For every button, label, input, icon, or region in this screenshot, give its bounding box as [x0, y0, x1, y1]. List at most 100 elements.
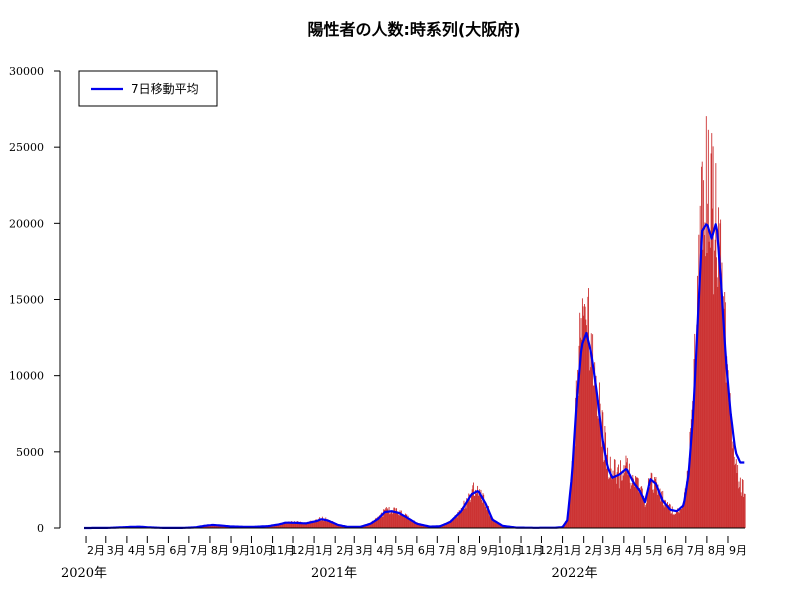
daily-bar: [634, 486, 636, 528]
daily-bar: [398, 514, 400, 528]
daily-bar: [390, 511, 392, 528]
daily-bar: [723, 308, 725, 528]
daily-bar: [412, 522, 414, 528]
daily-bar: [594, 362, 596, 528]
daily-bar: [617, 467, 619, 528]
daily-bar: [663, 507, 665, 528]
daily-bar: [404, 517, 406, 528]
daily-bar: [675, 511, 677, 528]
daily-bar: [301, 523, 303, 528]
daily-bar: [735, 459, 737, 528]
daily-bar: [684, 488, 686, 528]
daily-bar: [217, 525, 219, 528]
daily-bar: [466, 498, 468, 528]
daily-bar: [448, 523, 450, 528]
daily-bar: [300, 521, 302, 528]
daily-bar: [481, 502, 483, 528]
daily-bar: [275, 524, 277, 528]
daily-bar: [679, 507, 681, 528]
daily-bar: [659, 488, 661, 528]
daily-bar: [669, 504, 671, 528]
daily-bar: [294, 521, 295, 528]
daily-bar: [611, 479, 613, 528]
daily-bar: [736, 473, 738, 528]
daily-bar: [295, 522, 297, 528]
daily-bar: [582, 306, 584, 528]
daily-bar: [690, 419, 692, 528]
daily-bar: [483, 494, 485, 528]
daily-bar: [218, 525, 220, 528]
daily-bar: [652, 489, 653, 528]
daily-bar: [413, 520, 415, 528]
daily-bar: [377, 517, 378, 528]
x-tick-label: 7月: [687, 544, 705, 557]
daily-bar: [590, 333, 592, 528]
legend: 7日移動平均: [78, 70, 218, 107]
daily-bar: [368, 523, 370, 528]
daily-bar: [372, 520, 374, 528]
x-tick-label: 10月: [497, 544, 522, 557]
daily-bar: [498, 523, 500, 528]
daily-bar: [298, 523, 299, 528]
daily-bar: [741, 479, 743, 528]
daily-bar: [656, 482, 658, 528]
daily-bar: [671, 513, 673, 528]
daily-bar: [284, 523, 286, 528]
daily-bar: [681, 508, 683, 528]
daily-bar: [379, 515, 381, 528]
x-tick-label: 1月: [564, 544, 582, 557]
daily-bar: [320, 520, 322, 528]
daily-bar: [379, 517, 381, 528]
daily-bar: [650, 472, 652, 528]
daily-bar: [715, 163, 717, 528]
daily-bar: [465, 508, 467, 528]
daily-bar: [373, 522, 375, 528]
daily-bar: [631, 483, 633, 528]
daily-bar: [332, 521, 334, 528]
daily-bar: [300, 522, 302, 528]
daily-bar: [725, 382, 727, 528]
daily-bar: [419, 525, 421, 528]
daily-bar: [464, 504, 466, 528]
daily-bar: [381, 512, 383, 528]
daily-bar: [726, 364, 728, 528]
daily-bar: [491, 516, 493, 528]
daily-bar: [737, 488, 739, 528]
daily-bar: [285, 522, 287, 528]
daily-bar: [490, 516, 491, 528]
daily-bar: [281, 523, 282, 528]
daily-bar: [411, 520, 413, 528]
daily-bar: [498, 524, 500, 528]
daily-bar: [622, 475, 624, 528]
daily-bar: [492, 520, 494, 528]
daily-bar: [416, 523, 418, 528]
daily-bar: [688, 457, 690, 528]
daily-bar: [366, 525, 368, 528]
daily-bar: [366, 525, 368, 528]
daily-bar: [425, 526, 427, 528]
x-tick-label: 9月: [232, 544, 250, 557]
daily-bar: [566, 520, 568, 528]
daily-bar: [406, 514, 408, 528]
x-tick-label: 6月: [418, 544, 436, 557]
daily-bar: [620, 460, 621, 528]
daily-bar: [417, 522, 419, 528]
daily-bar: [380, 513, 382, 528]
daily-bar: [404, 513, 406, 528]
daily-bar: [458, 510, 460, 528]
daily-bar: [369, 523, 371, 528]
daily-bar: [451, 520, 453, 528]
daily-bar: [580, 318, 582, 528]
daily-bar: [598, 382, 600, 528]
daily-bar: [305, 523, 307, 528]
daily-bar: [317, 520, 319, 528]
x-tick-label: 8月: [459, 544, 477, 557]
daily-bar: [397, 512, 399, 528]
daily-bar: [335, 524, 337, 528]
daily-bar: [665, 506, 667, 528]
daily-bar: [596, 391, 598, 528]
daily-bar: [607, 479, 609, 528]
daily-bar: [570, 489, 572, 528]
daily-bar: [499, 523, 501, 528]
daily-bar: [392, 511, 394, 528]
